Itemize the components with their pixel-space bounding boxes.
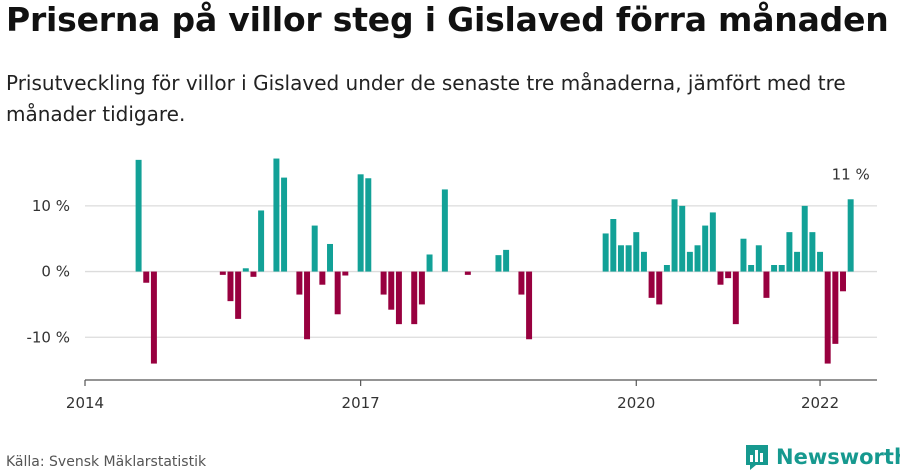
brand-logo[interactable]: Newsworthy	[744, 442, 900, 472]
x-tick-label: 2014	[66, 394, 104, 412]
bar	[135, 159, 142, 272]
bar	[250, 271, 257, 277]
bar	[495, 255, 502, 272]
bar	[411, 271, 418, 325]
data-label: 11 %	[832, 165, 870, 183]
source-note: Källa: Svensk Mäklarstatistik	[6, 454, 207, 470]
bar	[686, 251, 693, 272]
bar	[755, 245, 762, 272]
bar	[771, 265, 778, 272]
bar	[143, 271, 150, 283]
bar	[503, 249, 510, 272]
bar	[219, 271, 226, 275]
bar	[725, 271, 732, 279]
bar	[640, 251, 647, 272]
bar	[679, 205, 686, 272]
bar	[633, 232, 640, 272]
bar	[847, 199, 854, 272]
bar	[258, 210, 265, 272]
bar	[794, 251, 801, 272]
chart-title: Priserna på villor steg i Gislaved förra…	[6, 0, 889, 39]
bar	[656, 271, 663, 305]
x-tick-label: 2020	[617, 394, 655, 412]
bar	[832, 271, 839, 344]
bar	[388, 271, 395, 310]
bar	[464, 271, 471, 275]
x-tick-label: 2022	[801, 394, 839, 412]
newsworthy-logo-icon	[746, 445, 768, 470]
bar	[526, 271, 533, 340]
bar	[395, 271, 402, 325]
bar	[840, 271, 846, 292]
bar	[801, 205, 808, 272]
bar	[342, 271, 349, 276]
bar	[296, 271, 303, 295]
bar	[150, 271, 157, 364]
bar	[702, 225, 709, 272]
bar	[717, 271, 724, 285]
bar	[357, 174, 364, 272]
bar	[311, 225, 318, 272]
bar	[763, 271, 770, 298]
bar	[380, 271, 387, 295]
bar	[663, 265, 670, 272]
bar	[227, 271, 234, 302]
bar	[617, 245, 624, 272]
bar	[610, 219, 617, 272]
brand-name: Newsworthy	[776, 445, 900, 469]
bar	[365, 178, 372, 272]
bar	[418, 271, 425, 305]
bar	[281, 177, 288, 272]
bar	[809, 232, 816, 272]
bar	[242, 268, 249, 272]
bar	[319, 271, 326, 285]
bar	[304, 271, 311, 340]
bar	[273, 158, 280, 272]
bar	[625, 245, 632, 272]
bar	[671, 199, 678, 272]
bar	[778, 265, 785, 272]
bar	[709, 212, 716, 272]
bar	[602, 233, 609, 272]
bar	[732, 271, 739, 325]
chart-subtitle: Prisutveckling för villor i Gislaved und…	[6, 71, 846, 126]
bar	[235, 271, 242, 319]
bar	[518, 271, 525, 295]
bar	[648, 271, 655, 298]
x-tick-label: 2017	[342, 394, 380, 412]
bar	[694, 245, 701, 272]
y-tick-label: 0 %	[41, 263, 70, 281]
bar	[334, 271, 341, 315]
y-tick-label: -10 %	[26, 328, 70, 346]
bar-chart: 10 % 0 % -10 % 2014 2017 2020 2022 11 %	[26, 158, 877, 412]
bar	[786, 232, 793, 272]
bar	[441, 189, 448, 272]
bar	[426, 254, 433, 272]
y-tick-label: 10 %	[32, 197, 70, 215]
bar	[748, 265, 755, 272]
bar	[817, 251, 824, 272]
bar	[824, 271, 831, 364]
bar	[327, 243, 333, 272]
bar	[740, 238, 747, 272]
